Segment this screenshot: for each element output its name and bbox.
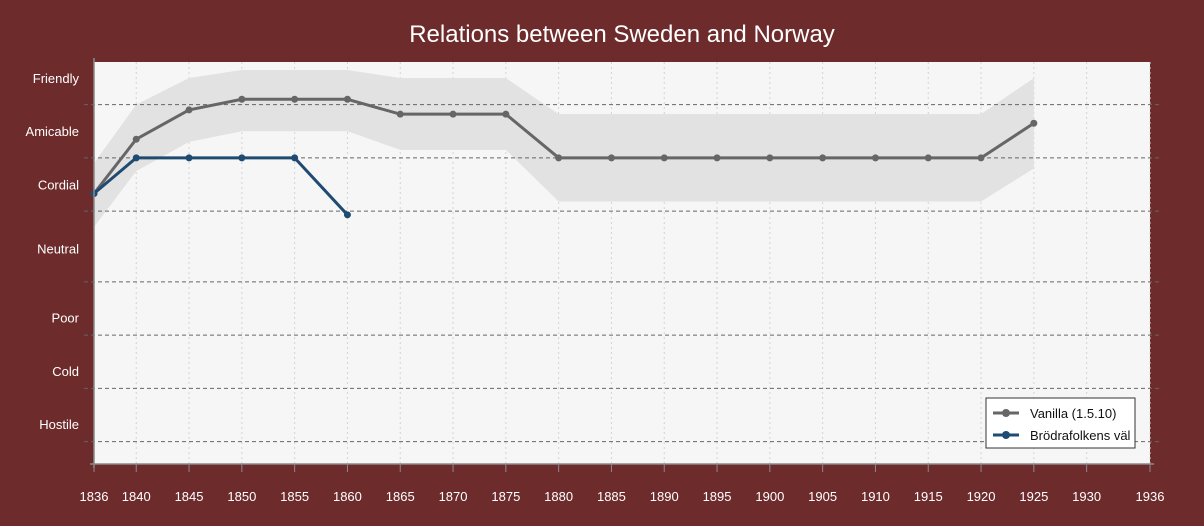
y-label-amicable: Amicable [26, 124, 79, 139]
x-label-1930: 1930 [1072, 489, 1101, 504]
x-axis-labels: 1836 1840 1845 1850 1855 1860 1865 1870 1875 1880… [80, 489, 1165, 504]
series-line-1 [93, 156, 349, 216]
confidence-bands [94, 69, 1034, 228]
series-lines [90, 95, 1038, 219]
data-point-0-1900 [766, 154, 774, 162]
x-label-1900: 1900 [755, 489, 784, 504]
data-point-0-1880 [555, 154, 563, 162]
data-point-0-1890 [660, 154, 668, 162]
legend-label-brodrafolkens: Brödrafolkens väl [1030, 428, 1131, 443]
data-point-0-1885 [607, 154, 615, 162]
data-point-1-1840 [132, 154, 140, 162]
x-label-1855: 1855 [280, 489, 309, 504]
legend-marker-brodrafolkens [1002, 431, 1010, 439]
x-label-1885: 1885 [597, 489, 626, 504]
data-point-0-1875 [502, 110, 510, 118]
data-point-0-1845 [185, 106, 193, 114]
data-point-1-1860 [343, 211, 351, 219]
x-label-1890: 1890 [650, 489, 679, 504]
data-point-1-1850 [238, 154, 246, 162]
data-point-0-1905 [819, 154, 827, 162]
x-label-1845: 1845 [175, 489, 204, 504]
data-point-0-1860 [343, 95, 351, 103]
x-label-1865: 1865 [386, 489, 415, 504]
y-label-cold: Cold [52, 364, 79, 379]
x-label-1850: 1850 [227, 489, 256, 504]
data-point-0-1870 [449, 110, 457, 118]
y-label-neutral: Neutral [37, 241, 79, 256]
band-series-0 [94, 69, 1034, 228]
data-point-0-1915 [924, 154, 932, 162]
data-point-0-1925 [1030, 119, 1038, 127]
x-label-1880: 1880 [544, 489, 573, 504]
y-axis-labels: Friendly Amicable Cordial Neutral Poor Cold Ho… [26, 71, 80, 432]
data-point-0-1850 [238, 95, 246, 103]
x-label-1840: 1840 [122, 489, 151, 504]
x-label-1936: 1936 [1136, 489, 1165, 504]
x-label-1870: 1870 [439, 489, 468, 504]
data-point-0-1910 [871, 154, 879, 162]
x-label-1836: 1836 [80, 489, 109, 504]
data-point-0-1895 [713, 154, 721, 162]
x-label-1910: 1910 [861, 489, 890, 504]
x-label-1895: 1895 [703, 489, 732, 504]
y-label-friendly: Friendly [33, 71, 80, 86]
legend-box [985, 397, 1136, 449]
x-label-1860: 1860 [333, 489, 362, 504]
y-label-hostile: Hostile [39, 417, 79, 432]
data-point-1-1855 [291, 154, 299, 162]
chart-title: Relations between Sweden and Norway [409, 21, 835, 48]
x-label-1920: 1920 [967, 489, 996, 504]
legend-label-vanilla: Vanilla (1.5.10) [1030, 406, 1116, 421]
legend: Vanilla (1.5.10) Brödrafolkens väl [985, 397, 1136, 449]
data-point-0-1865 [396, 110, 404, 118]
data-point-0-1920 [977, 154, 985, 162]
x-label-1905: 1905 [808, 489, 837, 504]
data-point-1-1845 [185, 154, 193, 162]
legend-marker-vanilla [1002, 409, 1010, 417]
y-label-poor: Poor [52, 311, 80, 326]
x-label-1915: 1915 [914, 489, 943, 504]
x-label-1925: 1925 [1019, 489, 1048, 504]
x-label-1875: 1875 [491, 489, 520, 504]
y-label-cordial: Cordial [38, 177, 79, 192]
data-point-0-1840 [132, 135, 140, 143]
data-point-0-1855 [291, 95, 299, 103]
axes [90, 58, 1154, 472]
